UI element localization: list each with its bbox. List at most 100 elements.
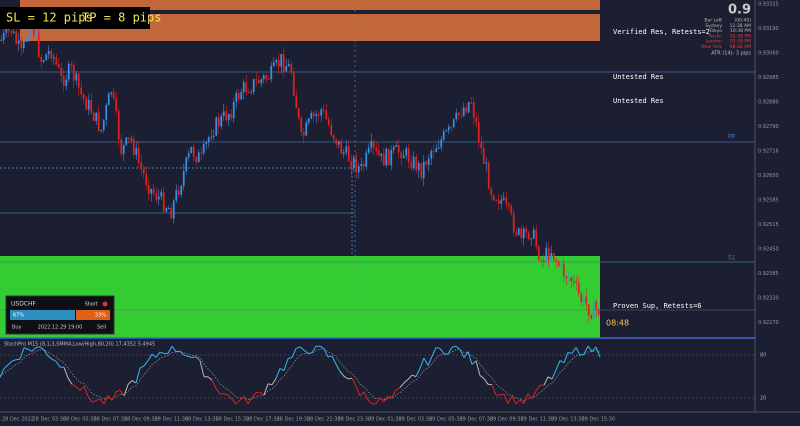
time-label: 28 Dec 2022	[2, 417, 34, 423]
candle	[22, 40, 25, 49]
candle	[520, 228, 523, 239]
candle	[435, 148, 438, 153]
sell-btn[interactable]: Sell	[97, 325, 106, 331]
candle	[365, 152, 368, 167]
candle	[317, 114, 320, 116]
stoch-seg	[131, 380, 137, 384]
candle	[240, 91, 243, 100]
sell-bar[interactable]	[76, 310, 110, 320]
candle	[65, 79, 68, 86]
stoch-seg	[199, 360, 205, 377]
candle	[175, 190, 178, 201]
candle	[60, 67, 63, 76]
stoch-seg	[575, 347, 581, 356]
stoch-seg	[119, 389, 125, 397]
candle	[5, 27, 8, 33]
candle	[422, 161, 425, 179]
candle	[52, 57, 55, 59]
candle	[347, 146, 350, 162]
atr: ATR (14): 3 pips	[711, 51, 751, 57]
stoch-seg	[331, 355, 337, 365]
stoch-seg	[171, 345, 177, 352]
candle	[377, 150, 380, 156]
candle	[202, 144, 205, 154]
candle	[242, 82, 245, 92]
candle	[70, 63, 73, 65]
candle	[407, 148, 410, 163]
candle	[530, 238, 533, 240]
stoch-seg	[351, 377, 357, 387]
stoch-seg	[147, 353, 153, 361]
candle	[2, 32, 5, 40]
candle	[12, 31, 15, 33]
candle	[90, 100, 93, 113]
stoch-seg	[519, 399, 525, 405]
candle	[290, 64, 293, 73]
candle	[397, 145, 400, 153]
candle	[20, 40, 23, 49]
candle	[50, 50, 53, 59]
candle	[132, 138, 135, 155]
info-time: 01:38 PM	[730, 39, 751, 45]
candle	[445, 130, 448, 132]
stoch-seg	[431, 347, 437, 357]
candle	[340, 141, 343, 155]
stoch-seg	[483, 378, 489, 385]
candle	[512, 213, 515, 233]
candle	[345, 146, 348, 153]
stoch-seg	[439, 348, 445, 355]
candle	[147, 185, 150, 194]
candle	[510, 206, 513, 214]
info-time: 08:38 AM	[730, 44, 751, 50]
stoch-seg	[87, 395, 93, 403]
candle	[455, 112, 458, 120]
info-time: 10:38 PM	[730, 28, 751, 34]
stoch-seg	[239, 396, 245, 401]
candle	[282, 54, 285, 72]
time-label: 29 Dec 07:30	[460, 417, 494, 423]
stoch-seg	[499, 393, 505, 396]
candle	[382, 153, 385, 166]
candle	[315, 114, 318, 116]
candle	[107, 93, 110, 106]
stoch-seg	[39, 346, 45, 351]
stoch-seg	[435, 347, 441, 349]
candle	[485, 162, 488, 164]
stoch-seg	[91, 400, 97, 403]
stoch-seg	[283, 358, 289, 371]
stoch-seg	[227, 394, 233, 400]
time-label: 29 Dec 15:30	[582, 417, 616, 423]
stoch-seg	[335, 363, 341, 372]
candle	[265, 75, 268, 79]
candle	[157, 196, 160, 200]
price-label: 0.93190	[758, 26, 779, 32]
candle	[25, 40, 28, 42]
candle	[310, 113, 313, 119]
candle	[195, 156, 198, 163]
buy-bar[interactable]	[10, 310, 75, 320]
candle	[322, 109, 325, 111]
candle	[97, 112, 100, 131]
candle	[72, 64, 75, 81]
stoch-seg	[183, 354, 189, 357]
stoch-seg	[235, 399, 241, 405]
time-label: 28 Dec 23:30	[338, 417, 372, 423]
time-label: 29 Dec 01:30	[368, 417, 402, 423]
candle	[142, 169, 145, 174]
stoch-seg	[491, 384, 497, 396]
candle	[597, 309, 600, 315]
candle	[470, 102, 473, 104]
stoch-seg	[363, 391, 369, 401]
buy-btn[interactable]: Buy	[12, 325, 22, 331]
stoch-seg	[151, 353, 157, 358]
time-label: 29 Dec 03:30	[399, 417, 433, 423]
time-label: 28 Dec 19:30	[277, 417, 311, 423]
info-name: London	[706, 39, 723, 45]
time-label: 28 Dec 15:30	[216, 417, 250, 423]
candle	[112, 92, 115, 98]
stoch-seg	[307, 352, 313, 354]
candle	[215, 117, 218, 136]
candle	[542, 260, 545, 263]
stoch-seg	[259, 391, 265, 396]
